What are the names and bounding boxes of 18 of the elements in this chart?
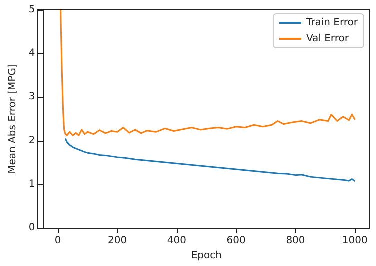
y-tick-label: 5 [28, 4, 36, 16]
x-tick-label: 400 [167, 236, 186, 247]
y-tick-label: 2 [28, 135, 36, 146]
y-tick-label: 4 [28, 48, 36, 60]
y-tick-label: 3 [28, 92, 36, 103]
x-axis-title: Epoch [191, 250, 222, 262]
x-tick-label: 0 [54, 236, 62, 247]
x-tick-label: 1000 [342, 236, 368, 247]
x-tick-label: 800 [286, 236, 306, 247]
y-tick-label: 0 [28, 222, 36, 234]
y-axis-title: Mean Abs Error [MPG] [8, 64, 18, 174]
line-series [60, 9, 356, 136]
legend-label: Val Error [306, 34, 350, 44]
legend-label: Train Error [305, 18, 359, 28]
y-tick-label: 1 [28, 178, 36, 190]
x-tick-label: 200 [108, 236, 128, 247]
x-tick-label: 600 [226, 236, 246, 247]
line-series [64, 138, 356, 182]
